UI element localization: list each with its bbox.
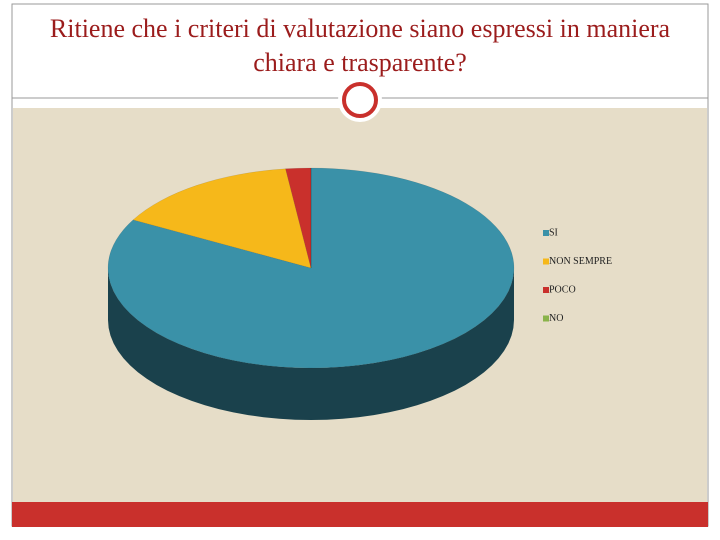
legend: SI NON SEMPRE POCO NO <box>543 227 612 324</box>
pie <box>107 167 515 420</box>
legend-label: NON SEMPRE <box>549 256 612 267</box>
legend-label: NO <box>549 313 563 324</box>
legend-label: POCO <box>549 284 576 295</box>
slice <box>132 168 312 269</box>
legend-swatch <box>543 287 549 293</box>
legend-label: SI <box>549 227 558 238</box>
legend-swatch <box>543 230 549 236</box>
chart-title: Ritiene che i criteri di valutazione sia… <box>49 14 671 77</box>
legend-swatch <box>543 258 549 265</box>
slice-side <box>108 268 514 420</box>
ornament-ring <box>342 82 378 118</box>
legend-swatch <box>543 315 549 322</box>
footer-bar <box>12 502 708 527</box>
slice <box>107 167 515 369</box>
slice <box>285 167 312 269</box>
